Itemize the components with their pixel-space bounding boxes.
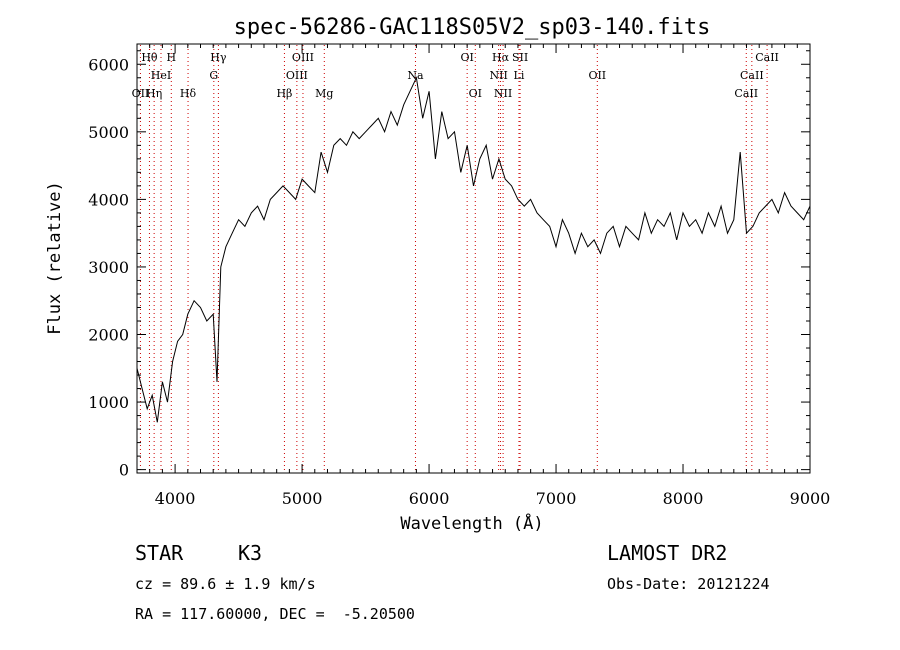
spectral-line-label: Hβ [276, 87, 292, 100]
spectral-line-label: Li [514, 69, 525, 82]
flux-line [136, 76, 811, 423]
spectral-line-label: G [209, 69, 218, 82]
axis-ticks: 4000 5000 6000 7000 8000 9000 0 1000 2000 3000 400… [88, 44, 830, 508]
spectral-line-label: Hα [492, 51, 510, 64]
redshift-value: cz = 89.6 ± 1.9 km/s [135, 575, 316, 593]
y-tick-label: 6000 [88, 55, 129, 74]
spectral-line-label: CaII [734, 87, 758, 100]
spectral-line-label: HeI [151, 69, 171, 82]
y-tick-label: 0 [119, 461, 129, 480]
x-tick-label: 5000 [282, 489, 323, 508]
x-tick-label: 6000 [409, 489, 450, 508]
spectral-line-label: Hδ [180, 87, 197, 100]
observation-date: Obs-Date: 20121224 [607, 575, 770, 593]
flux-series [136, 76, 811, 423]
spectral-line-label: Hθ [141, 51, 158, 64]
x-tick-label: 7000 [536, 489, 577, 508]
y-tick-label: 2000 [88, 326, 129, 345]
survey-name: LAMOST DR2 [607, 541, 728, 565]
spectral-line-label: OIII [292, 51, 314, 64]
spectral-line-label: Hη [146, 87, 162, 100]
spectral-line-label: OII [588, 69, 606, 82]
spectral-line-label: Mg [315, 87, 333, 100]
x-tick-label: 9000 [790, 489, 831, 508]
object-subclass: K3 [238, 541, 263, 565]
spectral-line-label: OI [469, 87, 482, 100]
y-tick-label: 4000 [88, 190, 129, 209]
y-tick-label: 1000 [88, 393, 129, 412]
spectral-line-label: NII [494, 87, 512, 100]
x-tick-label: 8000 [663, 489, 704, 508]
spectral-line-label: CaII [755, 51, 779, 64]
spectral-line-label: OI [460, 51, 473, 64]
spectral-line-label: OIII [286, 69, 308, 82]
x-tick-label: 4000 [155, 489, 196, 508]
spectral-line-label: CaII [740, 69, 764, 82]
y-tick-label: 3000 [88, 258, 129, 277]
spectral-line-label: Na [407, 69, 424, 82]
spectral-line-label: SII [512, 51, 528, 64]
plot-frame [136, 43, 811, 474]
y-axis-label: Flux (relative) [45, 181, 65, 335]
y-tick-label: 5000 [88, 123, 129, 142]
spectral-line-label: H [166, 51, 176, 64]
spectral-line-label: OII [132, 87, 150, 100]
chart-title: spec-56286-GAC118S05V2_sp03-140.fits [234, 15, 711, 40]
x-axis-label: Wavelength (Å) [400, 512, 543, 534]
spectral-line-label: NII [489, 69, 507, 82]
object-class: STAR [135, 541, 184, 565]
spectral-line-label: Hγ [210, 51, 227, 64]
coordinates: RA = 117.60000, DEC = -5.20500 [135, 605, 415, 623]
